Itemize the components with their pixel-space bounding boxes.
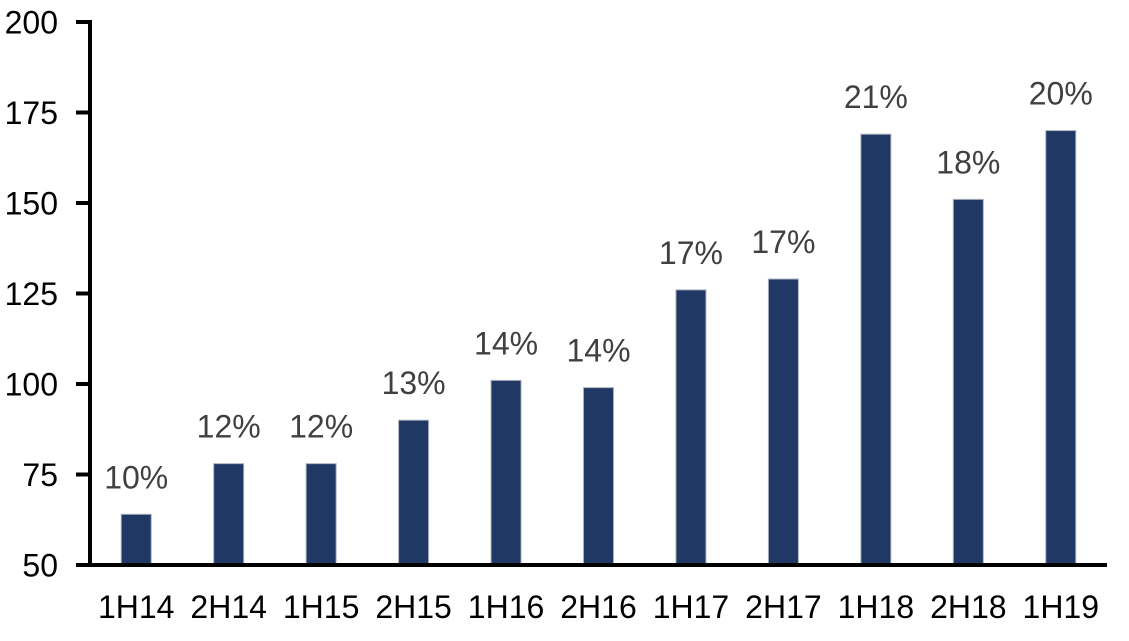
x-tick-label: 1H18 [838, 589, 915, 625]
x-tick-label: 2H16 [560, 589, 637, 625]
x-tick-label: 2H17 [745, 589, 822, 625]
bar [675, 289, 707, 566]
y-tick-label: 50 [22, 548, 58, 584]
bar [583, 387, 614, 566]
bar-value-label: 13% [382, 365, 446, 401]
bar [305, 463, 337, 566]
x-tick-label: 1H14 [98, 589, 175, 625]
bar-value-label: 14% [474, 325, 538, 361]
bar-value-label: 21% [844, 79, 908, 115]
x-tick-label: 1H17 [653, 589, 730, 625]
bar-value-label: 12% [289, 409, 353, 445]
bar-value-label: 10% [104, 459, 168, 495]
bar-value-label: 18% [936, 144, 1000, 180]
x-tick-label: 2H14 [190, 589, 267, 625]
bar [952, 198, 984, 566]
bar-value-label: 17% [659, 235, 723, 271]
bar [398, 419, 430, 566]
y-tick-label: 125 [5, 276, 58, 312]
x-tick-label: 1H19 [1023, 589, 1100, 625]
x-tick-label: 1H15 [283, 589, 360, 625]
x-tick-label: 1H16 [468, 589, 545, 625]
bar [490, 379, 522, 566]
y-tick-label: 150 [5, 186, 58, 222]
y-tick-label: 75 [22, 457, 58, 493]
bar [1045, 130, 1077, 566]
bar [213, 463, 245, 566]
x-tick-label: 2H18 [930, 589, 1007, 625]
bar [767, 278, 799, 566]
bar-value-label: 17% [751, 224, 815, 260]
bar-value-label: 12% [197, 409, 261, 445]
bar [860, 133, 892, 566]
bar [120, 513, 152, 566]
y-tick-label: 175 [5, 95, 58, 131]
y-tick-label: 100 [5, 367, 58, 403]
x-tick-label: 2H15 [375, 589, 452, 625]
bar-value-label: 14% [566, 333, 630, 369]
y-tick-label: 200 [5, 5, 58, 41]
bar-value-label: 20% [1029, 76, 1093, 112]
